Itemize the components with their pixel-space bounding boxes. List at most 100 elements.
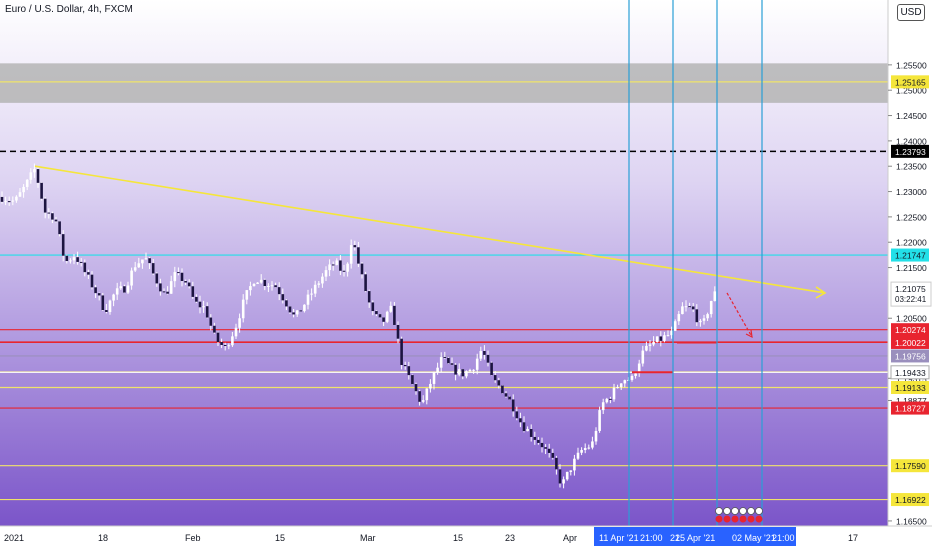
level-badge-label: 1.23793 xyxy=(895,147,926,157)
candle-body xyxy=(130,270,133,286)
candle-body xyxy=(673,321,677,331)
candle-body xyxy=(486,354,490,363)
y-tick-label: 1.24500 xyxy=(896,111,927,121)
candle-body xyxy=(479,350,483,359)
candle-body xyxy=(58,221,61,235)
candle-body xyxy=(295,310,299,315)
level-badge-label: 1.17590 xyxy=(895,461,926,471)
candle-body xyxy=(177,272,180,274)
candle-body xyxy=(587,447,591,449)
candle-body xyxy=(382,317,385,322)
candle-body xyxy=(4,201,7,203)
level-badge-label: 1.20274 xyxy=(895,325,926,335)
candle-body xyxy=(310,293,313,295)
candle-body xyxy=(465,371,468,377)
candle-body xyxy=(385,311,389,322)
y-tick-label: 1.22000 xyxy=(896,238,927,248)
candle-body xyxy=(461,369,465,377)
candle-body xyxy=(180,272,184,282)
candle-body xyxy=(627,379,630,381)
candle-body xyxy=(555,457,558,470)
candle-body xyxy=(367,291,371,303)
candle-body xyxy=(583,448,587,451)
time-badge-label: 02 May '21 xyxy=(732,533,776,543)
candle-body xyxy=(497,380,501,386)
level-badge-label: 1.21747 xyxy=(895,251,926,261)
candle-body xyxy=(277,287,281,295)
candle-body xyxy=(285,300,288,307)
candle-body xyxy=(126,285,130,293)
candle-body xyxy=(94,287,97,294)
candle-body xyxy=(317,283,321,285)
candle-body xyxy=(259,279,263,283)
candle-body xyxy=(439,357,443,368)
candle-body xyxy=(43,198,47,213)
candle-body xyxy=(475,358,479,370)
candle-body xyxy=(234,327,238,337)
candle-body xyxy=(357,247,360,264)
candle-body xyxy=(33,169,36,173)
candle-body xyxy=(256,282,259,284)
candle-body xyxy=(101,295,105,311)
candle-body xyxy=(339,260,342,271)
candle-body xyxy=(227,345,231,347)
candle-body xyxy=(47,212,51,214)
projection-arrowhead xyxy=(745,329,753,339)
candle-body xyxy=(252,283,256,287)
level-badge xyxy=(891,381,929,395)
candle-body xyxy=(511,399,515,412)
candle-body xyxy=(105,310,108,313)
event-icon-red xyxy=(747,515,755,523)
candle-body xyxy=(29,172,33,180)
last-price-label: 1.21075 xyxy=(895,284,926,294)
candle-body xyxy=(169,281,173,294)
x-tick-label: 15 xyxy=(453,533,463,543)
candle-body xyxy=(267,285,270,287)
candle-body xyxy=(562,479,565,484)
candle-body xyxy=(515,411,519,419)
candle-body xyxy=(472,369,475,371)
level-badge-label: 1.20022 xyxy=(895,338,926,348)
y-tick-label: 1.25500 xyxy=(896,60,927,70)
candle-body xyxy=(144,258,148,260)
candle-body xyxy=(231,336,234,346)
x-tick-label: 18 xyxy=(98,533,108,543)
candle-body xyxy=(569,470,573,472)
level-badge xyxy=(891,335,929,349)
candle-body xyxy=(411,375,414,385)
currency-button[interactable]: USD xyxy=(897,4,925,21)
candle-body xyxy=(166,291,169,294)
candle-body xyxy=(637,363,641,374)
trendline-arrowhead xyxy=(815,286,827,299)
candle-body xyxy=(155,273,159,284)
candle-body xyxy=(108,300,112,313)
time-badge-background xyxy=(594,527,796,546)
candle-body xyxy=(119,286,123,289)
candle-body xyxy=(238,318,241,328)
x-tick-label: Mar xyxy=(360,533,376,543)
candle-body xyxy=(83,262,87,273)
candle-body xyxy=(414,384,418,392)
candle-body xyxy=(241,299,245,319)
candle-body xyxy=(328,264,331,271)
candle-body xyxy=(421,400,425,402)
candle-body xyxy=(526,429,529,432)
candle-body xyxy=(353,245,357,248)
candle-body xyxy=(162,291,166,293)
candle-body xyxy=(396,324,400,339)
candle-body xyxy=(483,350,486,355)
candle-body xyxy=(457,369,461,375)
candle-body xyxy=(209,317,213,326)
candle-body xyxy=(342,270,346,272)
y-tick-label: 1.22500 xyxy=(896,212,927,222)
candle-body xyxy=(400,338,403,366)
time-badge-label: 17 xyxy=(848,533,858,543)
candle-body xyxy=(0,196,4,202)
level-badge-label: 1.18727 xyxy=(895,404,926,414)
candle-body xyxy=(335,260,339,265)
candle-body xyxy=(594,430,598,442)
candle-body xyxy=(648,344,652,346)
time-badge-label: 21:00 xyxy=(640,533,663,543)
